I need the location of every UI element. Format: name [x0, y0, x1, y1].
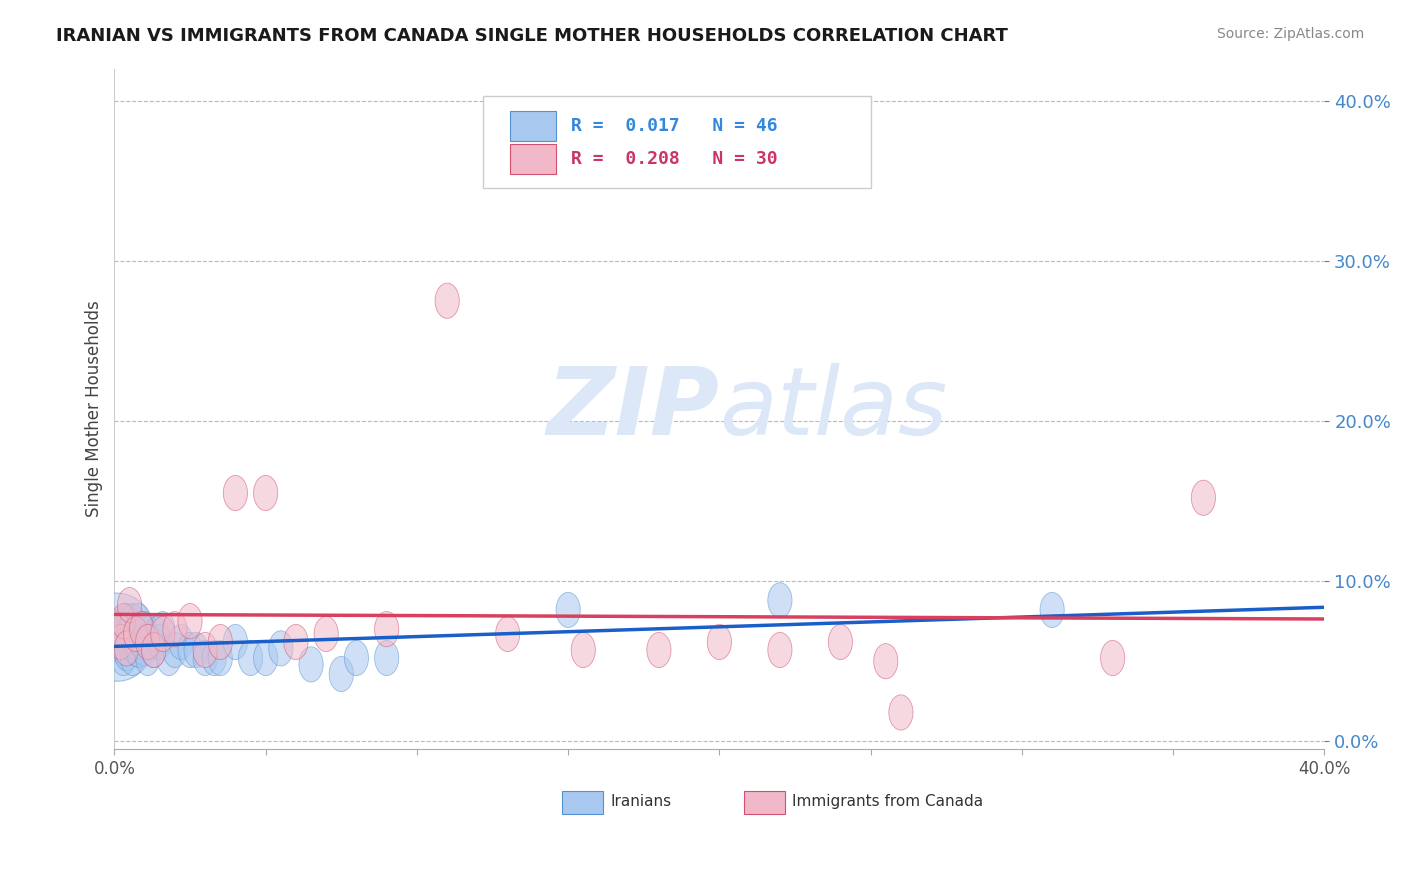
Text: Iranians: Iranians	[610, 794, 672, 809]
Ellipse shape	[105, 612, 129, 647]
Ellipse shape	[127, 632, 150, 667]
Ellipse shape	[118, 588, 142, 623]
Ellipse shape	[1191, 480, 1216, 516]
Ellipse shape	[224, 624, 247, 659]
Ellipse shape	[269, 631, 292, 666]
Text: atlas: atlas	[720, 363, 948, 454]
Ellipse shape	[108, 628, 132, 663]
Ellipse shape	[111, 615, 135, 650]
Text: R =  0.017   N = 46: R = 0.017 N = 46	[571, 118, 778, 136]
Ellipse shape	[374, 640, 399, 675]
Ellipse shape	[202, 640, 226, 675]
Ellipse shape	[239, 640, 263, 675]
Ellipse shape	[434, 283, 460, 318]
Ellipse shape	[118, 615, 142, 650]
Ellipse shape	[193, 632, 218, 667]
Ellipse shape	[193, 640, 218, 675]
Ellipse shape	[139, 624, 163, 659]
Ellipse shape	[108, 624, 132, 659]
FancyBboxPatch shape	[510, 112, 555, 141]
Ellipse shape	[163, 612, 187, 647]
Ellipse shape	[135, 640, 160, 675]
Ellipse shape	[873, 644, 898, 679]
Ellipse shape	[142, 632, 166, 667]
Ellipse shape	[148, 624, 172, 659]
Ellipse shape	[114, 636, 139, 671]
Ellipse shape	[253, 475, 278, 510]
Ellipse shape	[129, 612, 153, 647]
Ellipse shape	[253, 640, 278, 675]
Ellipse shape	[132, 612, 156, 647]
Ellipse shape	[224, 475, 247, 510]
Ellipse shape	[889, 695, 912, 730]
Ellipse shape	[150, 616, 174, 651]
Ellipse shape	[555, 592, 581, 628]
Ellipse shape	[1040, 592, 1064, 628]
Ellipse shape	[132, 631, 156, 666]
Ellipse shape	[184, 632, 208, 667]
Ellipse shape	[284, 624, 308, 659]
FancyBboxPatch shape	[744, 791, 785, 814]
Ellipse shape	[111, 631, 135, 666]
FancyBboxPatch shape	[484, 95, 870, 187]
Ellipse shape	[329, 657, 353, 691]
Ellipse shape	[344, 640, 368, 675]
Y-axis label: Single Mother Households: Single Mother Households	[86, 301, 103, 517]
Ellipse shape	[121, 604, 145, 639]
Ellipse shape	[208, 624, 232, 659]
Text: IRANIAN VS IMMIGRANTS FROM CANADA SINGLE MOTHER HOUSEHOLDS CORRELATION CHART: IRANIAN VS IMMIGRANTS FROM CANADA SINGLE…	[56, 27, 1008, 45]
Ellipse shape	[163, 632, 187, 667]
Ellipse shape	[118, 624, 142, 659]
Ellipse shape	[768, 582, 792, 618]
Text: Immigrants from Canada: Immigrants from Canada	[792, 794, 983, 809]
FancyBboxPatch shape	[510, 145, 555, 174]
Ellipse shape	[142, 632, 166, 667]
Ellipse shape	[299, 647, 323, 682]
Ellipse shape	[108, 608, 132, 644]
Ellipse shape	[208, 640, 232, 675]
Text: ZIP: ZIP	[547, 363, 720, 455]
Ellipse shape	[124, 631, 148, 666]
Ellipse shape	[111, 640, 135, 675]
Ellipse shape	[768, 632, 792, 667]
Ellipse shape	[150, 612, 174, 647]
Ellipse shape	[707, 624, 731, 659]
Ellipse shape	[127, 604, 150, 639]
Ellipse shape	[124, 615, 148, 650]
Ellipse shape	[121, 640, 145, 675]
FancyBboxPatch shape	[562, 791, 603, 814]
Ellipse shape	[114, 631, 139, 666]
Ellipse shape	[118, 612, 142, 647]
Ellipse shape	[80, 593, 155, 681]
Ellipse shape	[495, 616, 520, 651]
Ellipse shape	[135, 624, 160, 659]
Ellipse shape	[124, 624, 148, 659]
Ellipse shape	[647, 632, 671, 667]
Ellipse shape	[156, 640, 181, 675]
Ellipse shape	[571, 632, 595, 667]
Ellipse shape	[111, 604, 135, 639]
Ellipse shape	[145, 616, 169, 651]
Ellipse shape	[169, 624, 193, 659]
Ellipse shape	[314, 616, 339, 651]
Text: R =  0.208   N = 30: R = 0.208 N = 30	[571, 150, 778, 168]
Ellipse shape	[179, 604, 202, 639]
Ellipse shape	[374, 612, 399, 647]
Ellipse shape	[129, 624, 153, 659]
Ellipse shape	[828, 624, 852, 659]
Ellipse shape	[114, 604, 139, 639]
Ellipse shape	[124, 616, 148, 651]
Ellipse shape	[1101, 640, 1125, 675]
Text: Source: ZipAtlas.com: Source: ZipAtlas.com	[1216, 27, 1364, 41]
Ellipse shape	[179, 632, 202, 667]
